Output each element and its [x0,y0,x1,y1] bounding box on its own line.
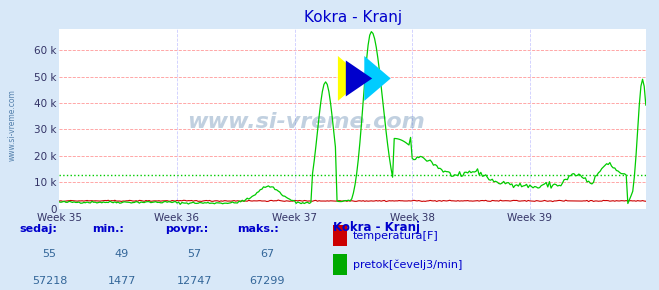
Text: pretok[čevelj3/min]: pretok[čevelj3/min] [353,259,462,270]
Text: Kokra - Kranj: Kokra - Kranj [333,221,420,234]
Text: 67: 67 [260,249,274,258]
Text: www.si-vreme.com: www.si-vreme.com [186,113,424,133]
Text: min.:: min.: [92,224,124,234]
Text: 49: 49 [115,249,129,258]
Text: temperatura[F]: temperatura[F] [353,231,438,241]
Text: www.si-vreme.com: www.si-vreme.com [8,89,17,161]
Polygon shape [346,60,372,96]
Text: 1477: 1477 [107,276,136,287]
Text: povpr.:: povpr.: [165,224,208,234]
Text: 57218: 57218 [32,276,67,287]
Text: 55: 55 [42,249,57,258]
Text: 67299: 67299 [249,276,285,287]
Text: sedaj:: sedaj: [20,224,57,234]
Bar [333,225,347,246]
Bar [333,254,347,275]
Polygon shape [338,56,364,101]
Text: 57: 57 [187,249,202,258]
Title: Kokra - Kranj: Kokra - Kranj [304,10,401,25]
Text: 12747: 12747 [177,276,212,287]
Polygon shape [364,56,391,101]
Text: maks.:: maks.: [237,224,279,234]
